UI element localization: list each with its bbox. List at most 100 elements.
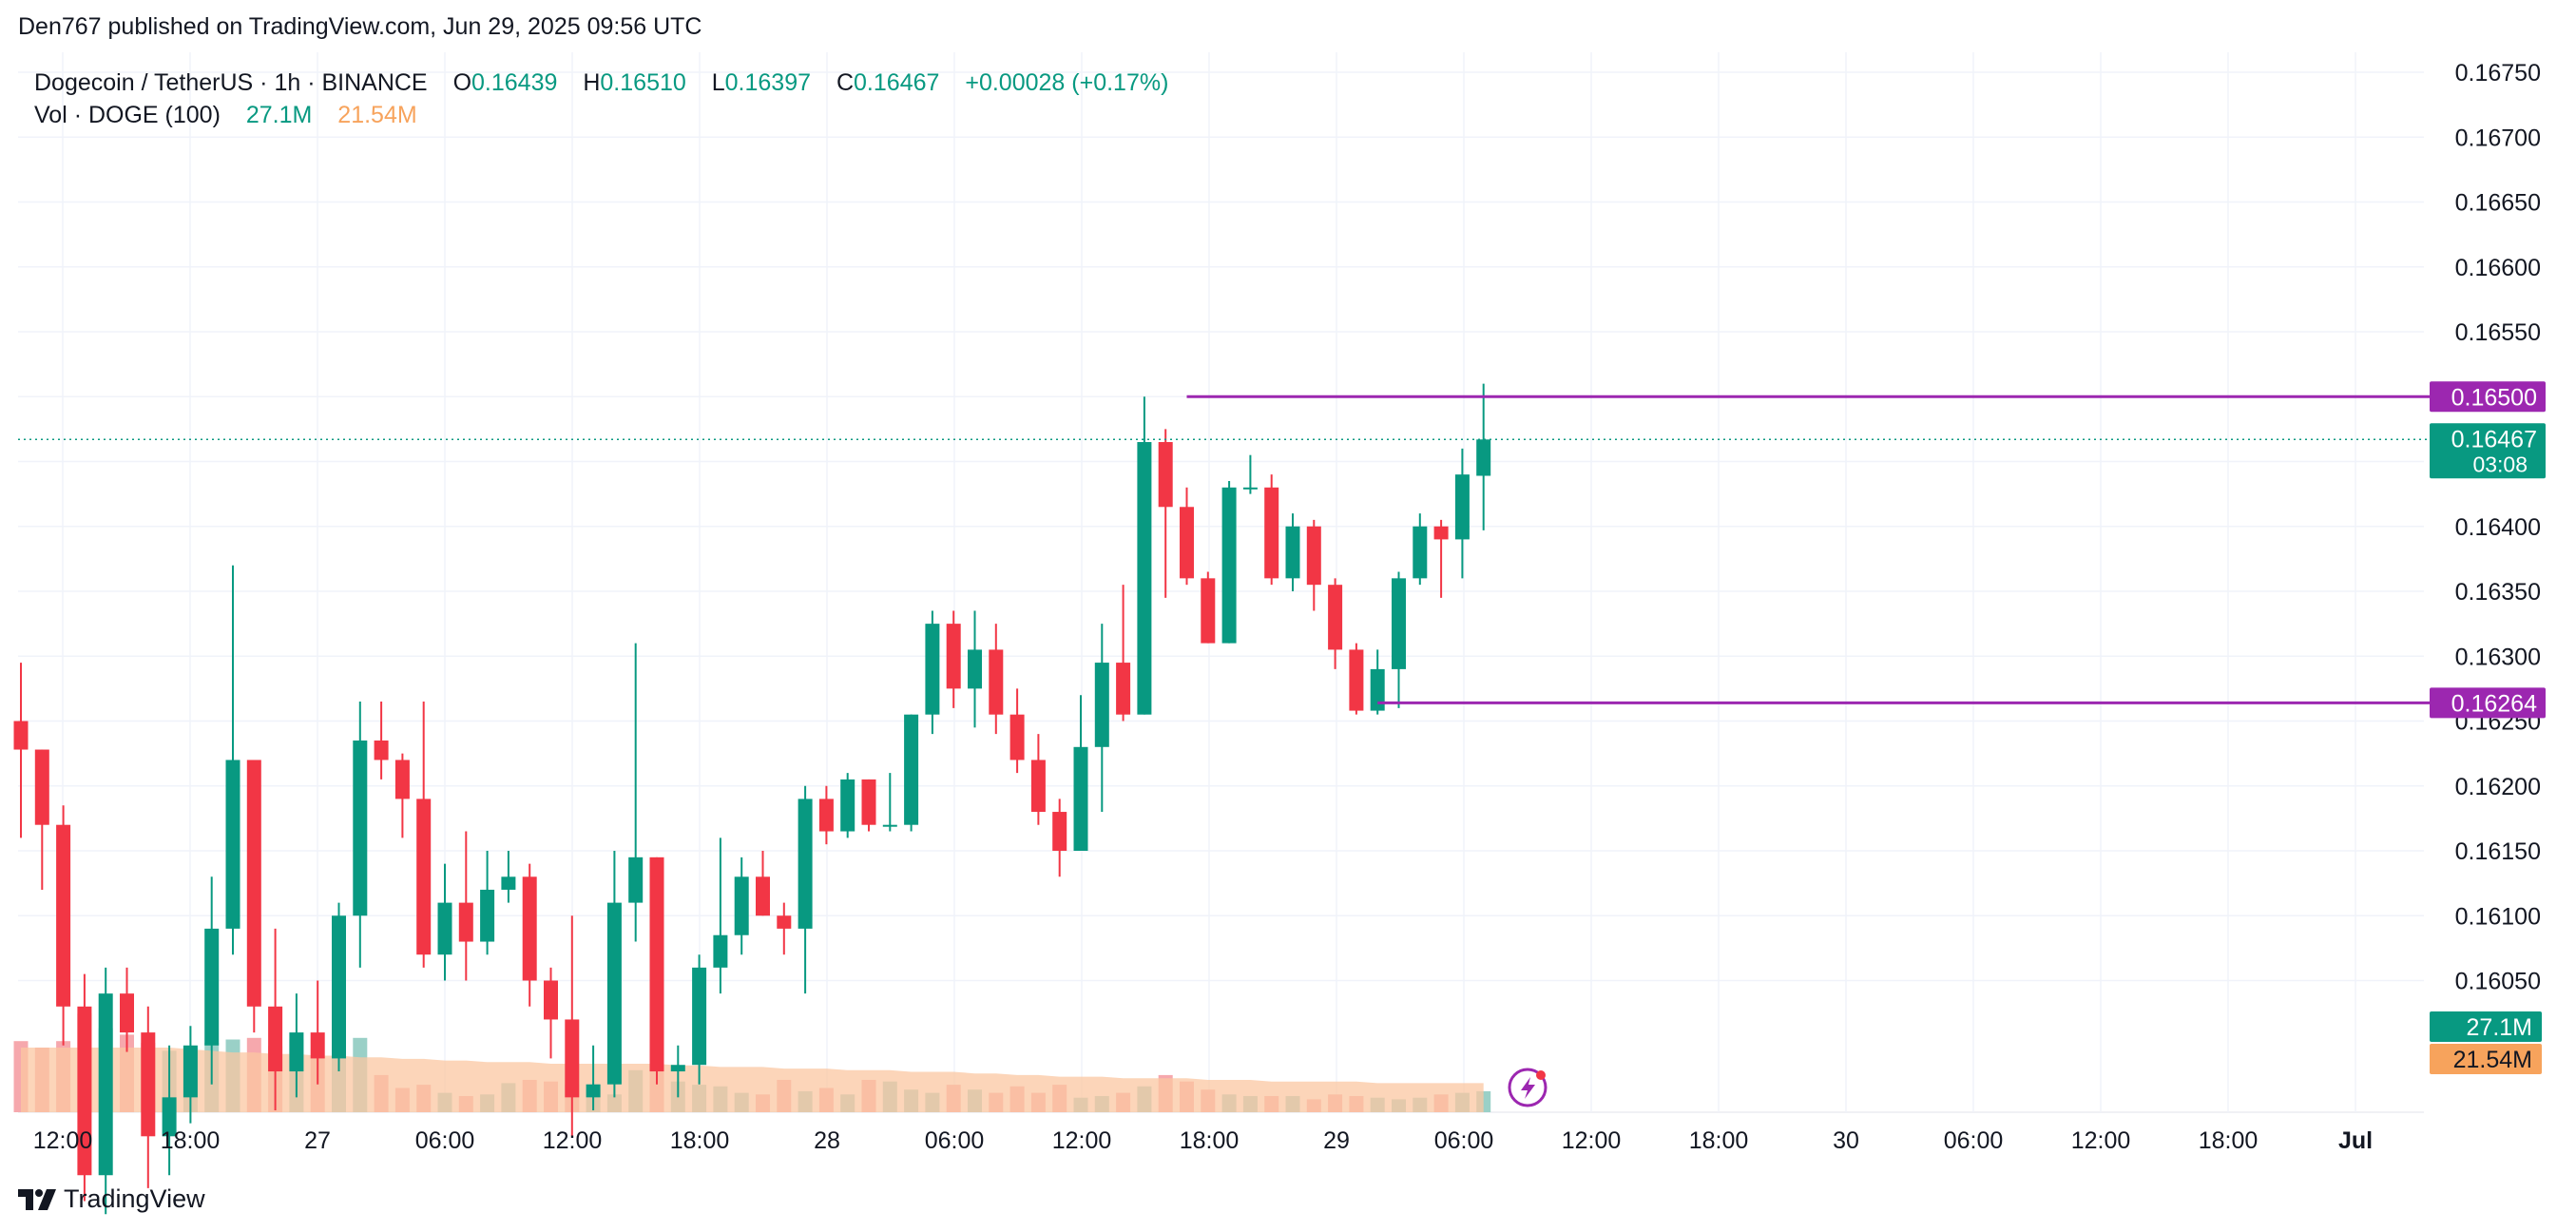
time-tick-label: 12:00: [1562, 1127, 1622, 1154]
brand-name: TradingView: [64, 1184, 205, 1213]
footer-brand[interactable]: TradingView: [18, 1184, 205, 1214]
chart-legend: Dogecoin / TetherUS · 1h · BINANCE O0.16…: [34, 67, 1168, 131]
chart-grid: [18, 52, 2424, 1113]
volume-row: Vol · DOGE (100) 27.1M 21.54M: [34, 99, 1168, 131]
candle-body: [98, 993, 113, 1176]
time-tick-label: 12:00: [543, 1127, 603, 1154]
candle-body: [840, 779, 855, 832]
candle-body: [394, 760, 410, 799]
price-tick-label: 0.16050: [2455, 969, 2541, 995]
candle-body: [882, 824, 897, 827]
candle-body: [1328, 585, 1343, 650]
open-label: O: [452, 69, 472, 96]
time-tick-label: 30: [1833, 1127, 1859, 1154]
candle-body: [1285, 526, 1300, 579]
price-tick-label: 0.16150: [2455, 838, 2541, 865]
price-tick-label: 0.16700: [2455, 125, 2541, 151]
candle-body: [1221, 487, 1237, 644]
candle-body: [628, 857, 644, 903]
candle-body: [458, 902, 473, 942]
candle-body: [34, 749, 49, 825]
level-layer: [18, 395, 2430, 704]
time-tick-label: 28: [814, 1127, 840, 1154]
candle-body: [437, 902, 452, 955]
volume-tag-box: [2430, 1044, 2542, 1074]
symbol-title[interactable]: Dogecoin / TetherUS · 1h · BINANCE: [34, 69, 428, 96]
candle-body: [946, 624, 961, 689]
candle-body: [989, 649, 1004, 715]
published-by-text: Den767 published on TradingView.com, Jun…: [18, 13, 702, 40]
candle-body: [310, 1032, 325, 1059]
price-tag-label: 0.16467: [2451, 426, 2537, 452]
time-tick-label: 18:00: [670, 1127, 730, 1154]
lightning-icon[interactable]: [1508, 1068, 1548, 1107]
price-tag-label: 0.16500: [2451, 384, 2537, 411]
volume-tag-label: 27.1M: [2467, 1014, 2532, 1041]
price-tick-label: 0.16650: [2455, 190, 2541, 217]
time-tick-label: 18:00: [1689, 1127, 1749, 1154]
price-tick-label: 0.16300: [2455, 644, 2541, 670]
time-tick-label: 27: [304, 1127, 331, 1154]
candle-body: [120, 993, 134, 1033]
price-tag-box: [2430, 381, 2546, 413]
candle-body: [692, 967, 707, 1066]
change-value: +0.00028 (+0.17%): [965, 69, 1169, 96]
candle-body: [713, 934, 728, 968]
volume-layer: [13, 1013, 1491, 1112]
candle-body: [904, 714, 919, 825]
candle-body: [544, 980, 558, 1020]
candle-body: [1009, 714, 1025, 760]
volume-value: 27.1M: [245, 102, 313, 128]
candle-body: [734, 876, 749, 935]
time-tick-label: 18:00: [2199, 1127, 2259, 1154]
volume-tag-label: 21.54M: [2453, 1047, 2532, 1073]
candle-body: [1052, 812, 1067, 851]
candle-body: [162, 1097, 177, 1137]
ohlc-row: Dogecoin / TetherUS · 1h · BINANCE O0.16…: [34, 67, 1168, 99]
candle-body: [968, 649, 982, 689]
candle-body: [246, 760, 261, 1007]
candle-body: [183, 1045, 198, 1098]
candle-body: [1264, 487, 1279, 579]
candle-body: [1180, 507, 1194, 579]
candle-body: [1242, 487, 1258, 490]
candle-body: [1454, 474, 1470, 540]
candle-body: [13, 721, 29, 750]
price-tag-box: [2430, 423, 2546, 479]
low-value: 0.16397: [724, 69, 812, 96]
candle-body: [77, 1006, 92, 1176]
time-tick-label: 12:00: [1052, 1127, 1112, 1154]
candle-body: [756, 876, 770, 916]
candle-body: [1476, 439, 1491, 476]
candle-body: [798, 799, 813, 929]
time-tick-label: 18:00: [161, 1127, 221, 1154]
candle-body: [204, 928, 220, 1046]
candle-body: [416, 799, 432, 955]
candle-body: [374, 740, 389, 760]
time-tick-label: 12:00: [33, 1127, 93, 1154]
candle-layer: [13, 383, 1491, 1215]
candle-body: [925, 624, 940, 715]
candle-body: [1392, 578, 1406, 669]
price-axis[interactable]: 0.167500.167000.166500.166000.165500.165…: [2455, 60, 2541, 995]
price-tick-label: 0.16200: [2455, 774, 2541, 800]
candle-body: [1201, 578, 1216, 644]
candle-body: [289, 1032, 304, 1072]
low-label: L: [711, 69, 725, 96]
high-value: 0.16510: [600, 69, 686, 96]
price-tick-label: 0.16400: [2455, 514, 2541, 541]
candle-body: [1349, 649, 1364, 711]
time-tick-label: 06:00: [1434, 1127, 1494, 1154]
candle-body: [1030, 760, 1046, 813]
candle-body: [861, 779, 876, 825]
high-label: H: [583, 69, 601, 96]
price-tick-label: 0.16550: [2455, 319, 2541, 346]
volume-ma-value: 21.54M: [337, 102, 417, 128]
tradingview-logo-icon: [18, 1188, 56, 1210]
open-value: 0.16439: [471, 69, 558, 96]
time-axis[interactable]: 12:00 18:00 27 06:00 12:00 18:00 28 06:00 12:00 1…: [33, 1127, 2373, 1154]
volume-label[interactable]: Vol · DOGE (100): [34, 102, 221, 128]
candle-body: [501, 876, 516, 890]
candle-body: [332, 915, 346, 1059]
